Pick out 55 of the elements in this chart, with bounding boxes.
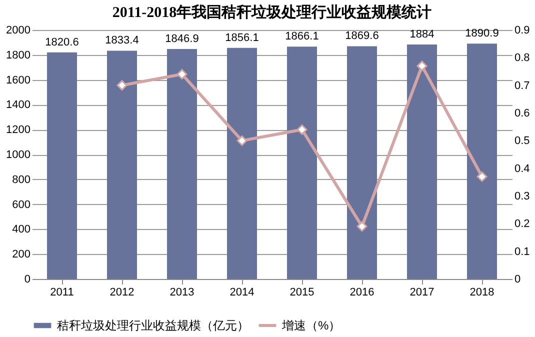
y2-tick-label: 0.4 <box>514 162 530 175</box>
y-tick-label: 1400 <box>6 99 30 112</box>
x-tick-label: 2013 <box>170 286 194 298</box>
point <box>476 171 488 182</box>
y2-tick-label: 0.8 <box>514 52 530 64</box>
data-label: 1856.1 <box>225 32 259 44</box>
y2-tick-label: 0.7 <box>514 80 530 92</box>
x-tick-label: 2012 <box>110 286 134 298</box>
legend-label: 秸秆垃圾处理行业收益规模（亿元） <box>57 318 249 332</box>
y-tick-label: 200 <box>12 248 30 261</box>
chart-title: 2011-2018年我国秸秆垃圾处理行业收益规模统计 <box>112 4 432 21</box>
x-tick-label: 2011 <box>50 286 74 298</box>
data-label: 1833.4 <box>105 34 139 47</box>
y-tick-label: 800 <box>12 174 30 186</box>
point <box>116 80 128 91</box>
y-tick-label: 600 <box>12 198 30 211</box>
data-label: 1820.6 <box>45 36 79 48</box>
bar <box>107 50 137 279</box>
data-label: 1890.9 <box>465 28 499 40</box>
y2-tick-label: 0.2 <box>514 218 530 230</box>
point <box>176 69 188 80</box>
point <box>296 124 308 135</box>
bar <box>347 46 377 279</box>
y2-tick-label: 0.3 <box>514 190 530 202</box>
y-tick-label: 1600 <box>6 74 30 86</box>
bar <box>407 44 437 279</box>
point <box>416 60 428 72</box>
x-tick-label: 2015 <box>290 286 314 298</box>
y2-tick-label: 0.1 <box>514 246 530 258</box>
y-tick-label: 1000 <box>6 149 30 161</box>
y-tick-label: 400 <box>12 224 30 236</box>
bar <box>227 48 257 279</box>
bar <box>287 46 317 279</box>
x-tick-label: 2017 <box>410 286 434 298</box>
x-tick-label: 2014 <box>230 286 254 298</box>
y2-tick-label: 0.6 <box>514 108 530 120</box>
data-label: 1884 <box>410 28 434 40</box>
x-tick-label: 2016 <box>350 286 374 298</box>
y2-tick-label: 0.5 <box>514 135 530 148</box>
bar <box>467 44 497 279</box>
y-tick-label: 0 <box>24 274 30 286</box>
point <box>236 135 248 146</box>
data-label: 1869.6 <box>345 30 379 42</box>
y2-tick-label: 0.9 <box>514 24 530 36</box>
y-tick-label: 2000 <box>6 24 30 36</box>
y-tick-label: 1200 <box>6 124 30 136</box>
bar <box>167 49 197 279</box>
data-label: 1866.1 <box>285 30 319 43</box>
bar <box>47 52 77 279</box>
y2-tick-label: 0 <box>514 274 521 286</box>
y-tick-label: 1800 <box>6 49 30 62</box>
data-label: 1846.9 <box>165 33 199 46</box>
x-tick-label: 2018 <box>470 286 494 298</box>
legend-label: 增速（%） <box>281 318 341 332</box>
point <box>356 221 368 232</box>
